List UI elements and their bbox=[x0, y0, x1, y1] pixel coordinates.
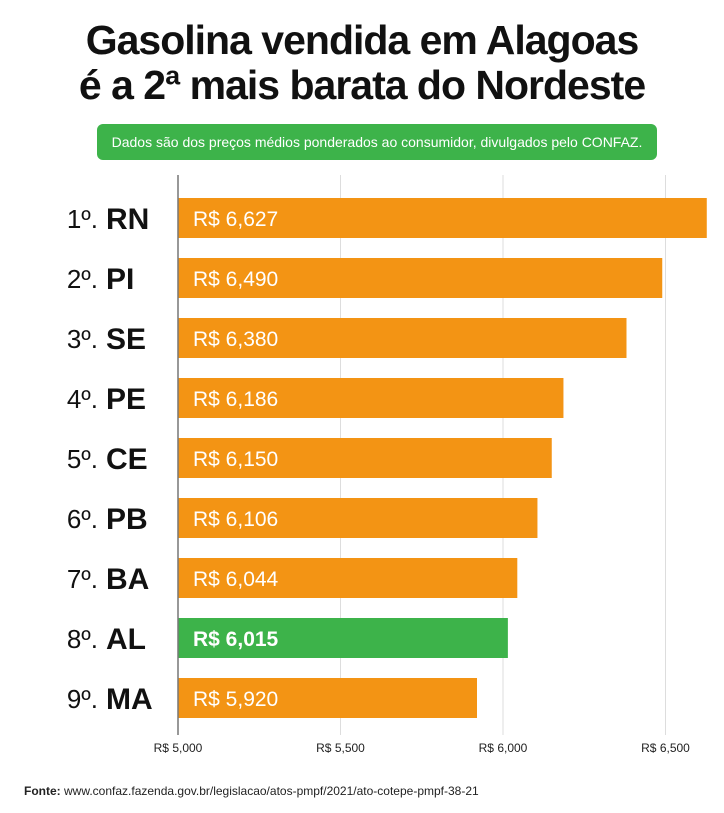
data-label: R$ 6,186 bbox=[193, 388, 278, 411]
data-label: R$ 6,106 bbox=[193, 508, 278, 531]
rank-label: 5º. bbox=[67, 444, 98, 474]
rank-label: 3º. bbox=[67, 324, 98, 354]
source-note: Fonte: www.confaz.fazenda.gov.br/legisla… bbox=[24, 784, 479, 798]
chart-title: Gasolina vendida em Alagoas é a 2ª mais … bbox=[0, 18, 724, 108]
rank-label: 8º. bbox=[67, 624, 98, 654]
title-line-1: Gasolina vendida em Alagoas bbox=[85, 17, 640, 63]
x-tick-label: R$ 6,000 bbox=[479, 741, 528, 755]
rank-label: 4º. bbox=[67, 384, 98, 414]
bar-pb bbox=[178, 498, 538, 538]
source-label: Fonte: bbox=[24, 784, 61, 798]
state-label: PB bbox=[106, 503, 148, 536]
state-label: RN bbox=[106, 203, 149, 236]
x-tick-label: R$ 6,500 bbox=[641, 741, 690, 755]
state-label: PI bbox=[106, 263, 134, 296]
bar-se bbox=[178, 318, 627, 358]
data-label: R$ 6,490 bbox=[193, 268, 278, 291]
bar-ma bbox=[178, 678, 477, 718]
state-label: AL bbox=[106, 623, 146, 656]
data-label: R$ 6,015 bbox=[193, 628, 279, 651]
title-line-2: é a 2ª mais barata do Nordeste bbox=[78, 62, 646, 108]
rank-label: 7º. bbox=[67, 564, 98, 594]
state-label: BA bbox=[106, 563, 149, 596]
state-label: CE bbox=[106, 443, 148, 476]
state-label: PE bbox=[106, 383, 146, 416]
bar-pe bbox=[178, 378, 564, 418]
data-label: R$ 6,150 bbox=[193, 448, 278, 471]
state-label: MA bbox=[106, 683, 153, 716]
data-label: R$ 5,920 bbox=[193, 688, 278, 711]
rank-label: 6º. bbox=[67, 504, 98, 534]
bar-ce bbox=[178, 438, 552, 478]
source-url: www.confaz.fazenda.gov.br/legislacao/ato… bbox=[64, 784, 479, 798]
x-tick-label: R$ 5,500 bbox=[316, 741, 365, 755]
rank-label: 2º. bbox=[67, 264, 98, 294]
rank-label: 9º. bbox=[67, 684, 98, 714]
data-label: R$ 6,627 bbox=[193, 208, 278, 231]
data-label: R$ 6,380 bbox=[193, 328, 278, 351]
subtitle-banner: Dados são dos preços médios ponderados a… bbox=[97, 124, 657, 160]
data-label: R$ 6,044 bbox=[193, 568, 279, 591]
bar-pi bbox=[178, 258, 663, 298]
bar-al bbox=[178, 618, 508, 658]
bar-rn bbox=[178, 198, 707, 238]
rank-label: 1º. bbox=[67, 204, 98, 234]
x-tick-label: R$ 5,000 bbox=[154, 741, 203, 755]
state-label: SE bbox=[106, 323, 146, 356]
bar-ba bbox=[178, 558, 518, 598]
